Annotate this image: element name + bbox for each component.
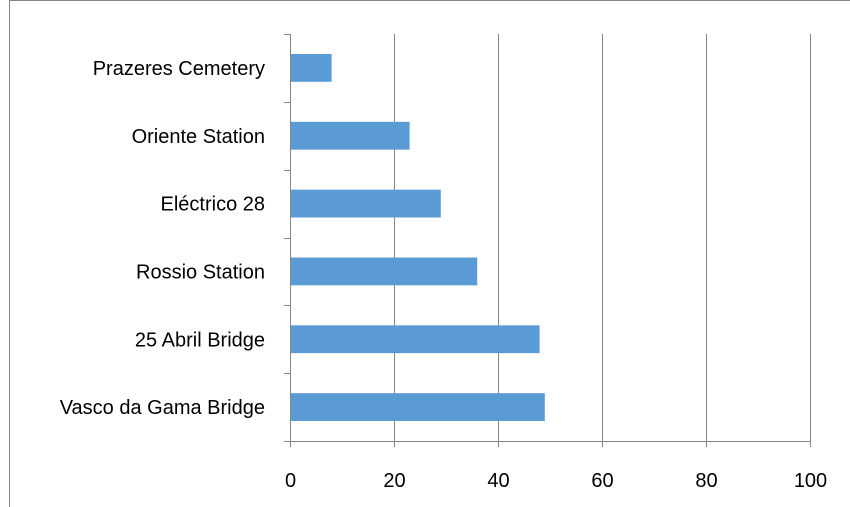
- x-tick-label: 20: [383, 470, 405, 492]
- category-label: Prazeres Cemetery: [93, 58, 265, 80]
- category-label: Oriente Station: [132, 126, 265, 148]
- x-tick-label: 60: [591, 470, 613, 492]
- x-tick-label: 0: [285, 470, 296, 492]
- category-label: Rossio Station: [136, 261, 265, 283]
- bars: [290, 54, 545, 421]
- bar: [290, 121, 410, 150]
- bar: [290, 257, 478, 286]
- bar: [290, 393, 545, 421]
- axes: [290, 34, 810, 442]
- x-tick-label: 40: [487, 470, 509, 492]
- x-tick-label: 80: [695, 470, 717, 492]
- x-tick-label: 100: [794, 470, 827, 492]
- chart-frame: [9, 0, 850, 507]
- category-labels: Prazeres Cemetery Oriente Station Eléctric…: [60, 58, 265, 419]
- x-tick-labels: 0 20 40 60 80 100: [285, 470, 827, 492]
- bar: [290, 325, 540, 354]
- category-label: Vasco da Gama Bridge: [60, 397, 265, 419]
- gridlines: [394, 34, 811, 441]
- category-label: 25 Abril Bridge: [135, 329, 265, 351]
- bar: [290, 189, 441, 218]
- x-axis-ticks: [290, 441, 811, 447]
- bar: [290, 54, 332, 82]
- category-label: Eléctrico 28: [161, 194, 266, 216]
- y-axis-ticks: [284, 34, 290, 442]
